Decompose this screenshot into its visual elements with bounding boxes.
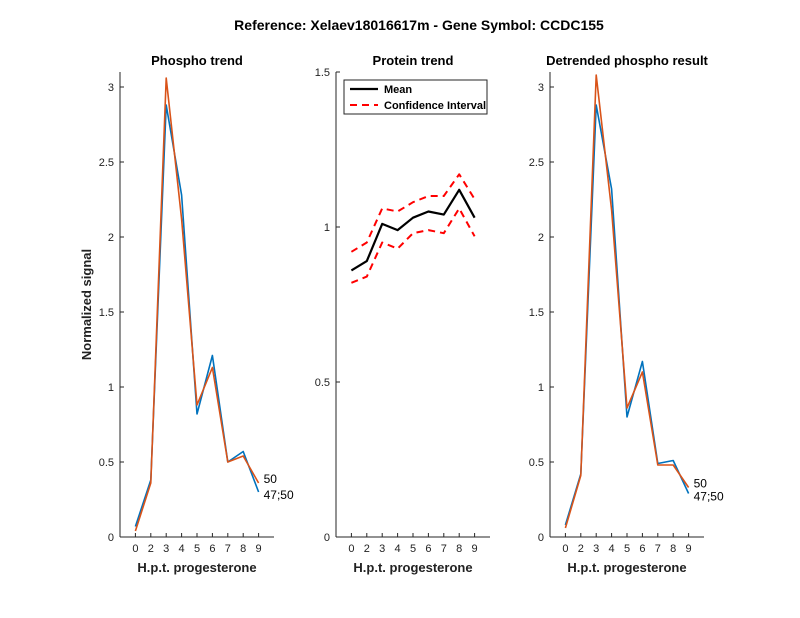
protein-chart-title: Protein trend — [373, 53, 454, 68]
detrended-series-1-end-label: 50 — [694, 477, 708, 491]
protein-x-tick-label: 0 — [348, 543, 354, 555]
protein-y-tick-label: 1 — [324, 222, 330, 234]
phospho-series-0-line — [134, 104, 260, 527]
detrended-x-axis-label: H.p.t. progesterone — [567, 560, 686, 575]
protein-series-0-line — [350, 188, 476, 272]
phospho-chart-title: Phospho trend — [151, 53, 243, 68]
legend-entry-0: Mean — [384, 84, 412, 96]
detrended-x-tick-label: 9 — [686, 543, 692, 555]
protein-x-tick-label: 8 — [456, 543, 462, 555]
detrended-x-tick-label: 3 — [593, 543, 599, 555]
protein-x-tick-label: 7 — [441, 543, 447, 555]
legend-box — [343, 79, 488, 115]
phospho-x-tick-label: 8 — [240, 543, 246, 555]
protein-y-tick-label: 0 — [324, 532, 330, 544]
protein-series-2-line — [351, 207, 476, 284]
detrended-series-0-end-label: 47;50 — [694, 490, 724, 504]
protein-x-tick-label: 6 — [425, 543, 431, 555]
protein-x-tick-label: 9 — [472, 543, 478, 555]
protein-x-axis-label: H.p.t. progesterone — [353, 560, 472, 575]
phospho-x-tick-label: 0 — [132, 543, 138, 555]
figure-suptitle: Reference: Xelaev18016617m - Gene Symbol… — [234, 17, 604, 33]
phospho-y-tick-label: 1.5 — [99, 307, 114, 319]
detrended-x-tick-label: 6 — [639, 543, 645, 555]
detrended-chart-title: Detrended phospho result — [546, 53, 708, 68]
detrended-y-tick-label: 1 — [538, 382, 544, 394]
detrended-x-tick-label: 5 — [624, 543, 630, 555]
detrended-x-tick-label: 2 — [578, 543, 584, 555]
phospho-series-0-end-label: 47;50 — [264, 488, 294, 502]
phospho-x-tick-label: 6 — [209, 543, 215, 555]
phospho-x-axis-label: H.p.t. progesterone — [137, 560, 256, 575]
protein-y-tick-label: 1.5 — [315, 67, 330, 79]
phospho-x-tick-label: 4 — [179, 543, 185, 555]
detrended-x-tick-label: 0 — [562, 543, 568, 555]
protein-y-tick-label: 0.5 — [315, 377, 330, 389]
phospho-y-tick-label: 2.5 — [99, 157, 114, 169]
phospho-x-tick-label: 9 — [256, 543, 262, 555]
protein-x-tick-label: 4 — [395, 543, 401, 555]
detrended-x-tick-label: 4 — [609, 543, 615, 555]
detrended-y-tick-label: 3 — [538, 82, 544, 94]
detrended-x-tick-label: 7 — [655, 543, 661, 555]
detrended-y-tick-label: 0.5 — [529, 457, 544, 469]
phospho-y-tick-label: 3 — [108, 82, 114, 94]
phospho-x-tick-label: 3 — [163, 543, 169, 555]
phospho-x-tick-label: 5 — [194, 543, 200, 555]
protein-x-tick-label: 2 — [364, 543, 370, 555]
detrended-y-tick-label: 1.5 — [529, 307, 544, 319]
phospho-series-1-line — [134, 77, 260, 532]
detrended-series-0-line — [564, 104, 690, 526]
phospho-y-axis-label: Normalized signal — [79, 249, 94, 360]
phospho-y-tick-label: 0.5 — [99, 457, 114, 469]
detrended-x-tick-label: 8 — [670, 543, 676, 555]
phospho-y-tick-label: 1 — [108, 382, 114, 394]
protein-legend: Mean Confidence Interval — [343, 79, 488, 115]
protein-x-tick-label: 3 — [379, 543, 385, 555]
legend-entry-1: Confidence Interval — [384, 100, 486, 112]
protein-x-tick-label: 5 — [410, 543, 416, 555]
phospho-x-tick-label: 2 — [148, 543, 154, 555]
detrended-y-tick-label: 2 — [538, 232, 544, 244]
phospho-x-tick-label: 7 — [225, 543, 231, 555]
phospho-series-1-end-label: 50 — [264, 472, 278, 486]
detrended-y-tick-label: 2.5 — [529, 157, 544, 169]
detrended-series-1-line — [564, 74, 690, 529]
protein-series-1-line — [350, 173, 476, 253]
phospho-y-tick-label: 0 — [108, 532, 114, 544]
detrended-y-tick-label: 0 — [538, 532, 544, 544]
phospho-y-tick-label: 2 — [108, 232, 114, 244]
